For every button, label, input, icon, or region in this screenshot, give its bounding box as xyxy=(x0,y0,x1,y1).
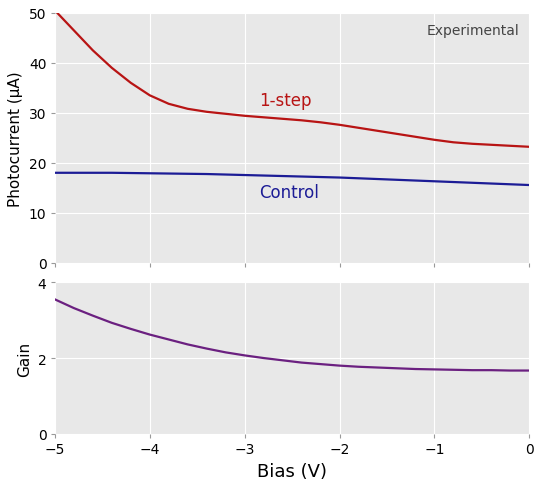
Text: Control: Control xyxy=(259,183,319,202)
Text: 1-step: 1-step xyxy=(259,92,311,110)
X-axis label: Bias (V): Bias (V) xyxy=(257,462,327,480)
Y-axis label: Gain: Gain xyxy=(17,341,32,376)
Text: Experimental: Experimental xyxy=(427,24,520,38)
Y-axis label: Photocurrent (μA): Photocurrent (μA) xyxy=(8,71,23,206)
